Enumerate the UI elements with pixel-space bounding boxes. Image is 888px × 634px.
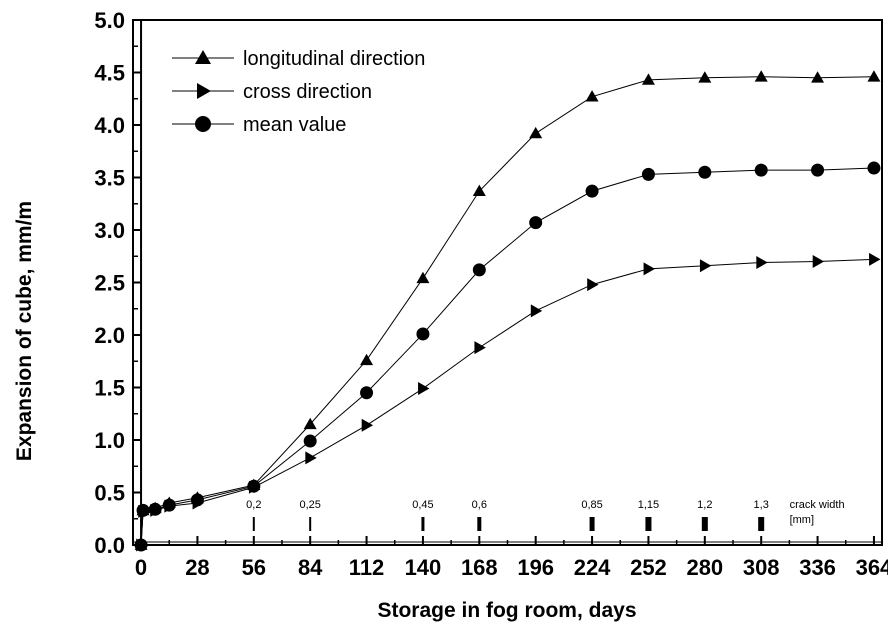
crack-width-mark [421,517,425,531]
x-tick-label: 56 [242,555,266,580]
y-tick-label: 4.5 [94,61,125,86]
crack-width-label: 1,3 [754,499,769,511]
longitudinal-point [303,417,317,430]
longitudinal-point [754,70,768,82]
mean-value-point [867,161,881,175]
crack-width-label: 0,45 [412,499,433,511]
cross-point [756,256,768,270]
crack-width-mark [589,517,595,531]
x-tick-label: 140 [405,555,442,580]
longitudinal-point [867,70,881,82]
longitudinal-point [698,71,712,83]
cross-point [474,341,486,355]
y-tick-label: 0.5 [94,481,125,506]
mean-value-point [585,184,599,198]
cross-point [587,278,599,292]
cross-point [418,382,430,396]
y-tick-label: 3.0 [94,218,125,243]
crack-width-title: crack width [790,499,845,511]
x-tick-label: 280 [686,555,723,580]
x-tick-label: 364 [856,555,888,580]
mean-value-point [303,434,317,448]
longitudinal-point [641,73,655,85]
cross-point [305,451,317,465]
cross-point [361,418,374,432]
longitudinal-point [195,50,211,64]
crack-width-label: 0,6 [472,499,487,511]
cross-point [643,262,655,276]
mean-value-point [529,216,543,230]
mean-value-point [416,327,430,341]
crack-width-annotations: 0,2 0,25 0,45 0,6 0,85 1,15 1,2 1,3 crack width [… [246,499,845,531]
longitudinal-point [585,90,599,102]
mean-value-point [190,493,204,507]
mean-value-point [162,498,176,512]
series-line [140,76,874,546]
x-tick-label: 308 [743,555,780,580]
x-tick-label: 252 [630,555,667,580]
y-tick-label: 2.5 [94,271,125,296]
mean-value-point [247,479,261,493]
x-axis-ticks: 0 28 56 84 112 140 168 196 224 252 280 308 336 364 [135,536,888,580]
mean-value-point [136,503,150,517]
y-tick-label: 1.0 [94,428,125,453]
x-axis-title: Storage in fog room, days [377,599,636,622]
x-tick-label: 84 [298,555,323,580]
series-circle [134,161,881,552]
crack-width-mark [309,517,312,531]
y-tick-label: 1.5 [94,376,125,401]
legend-label: mean value [243,114,346,136]
legend-label: longitudinal direction [243,48,425,70]
x-tick-label: 28 [185,555,209,580]
crack-width-mark [645,517,652,531]
cross-point [699,259,712,273]
crack-width-label: 0,25 [299,499,320,511]
crack-width-mark [252,517,255,531]
mean-value-point [148,502,162,516]
legend-label: cross direction [243,81,372,103]
y-tick-label: 3.5 [94,166,125,191]
y-axis-title: Expansion of cube, mm/m [13,201,36,461]
cross-point [530,304,543,318]
x-tick-label: 112 [349,555,385,580]
cross-point [197,83,211,99]
x-tick-label: 168 [461,555,498,580]
x-tick-label: 336 [799,555,836,580]
mean-value-point [641,167,655,181]
y-tick-label: 0.0 [94,533,125,558]
mean-value-point [360,386,374,400]
longitudinal-point [811,71,825,83]
mean-value-point [811,163,825,177]
longitudinal-point [529,126,543,139]
crack-width-label: 1,2 [697,499,712,511]
mean-value-point [754,163,768,177]
x-tick-label: 0 [135,555,147,580]
longitudinal-point [416,271,430,284]
crack-width-label: 0,2 [246,499,261,511]
crack-width-unit: [mm] [790,514,814,526]
y-tick-label: 2.0 [94,323,125,348]
cross-point [869,252,881,266]
mean-value-point [134,538,148,552]
x-tick-label: 196 [517,555,554,580]
mean-value-point [472,263,486,277]
series-lines [134,70,881,552]
longitudinal-point [360,353,374,366]
legend: longitudinal direction cross direction mea… [172,48,425,136]
longitudinal-point [472,184,486,197]
y-tick-label: 5.0 [94,8,125,33]
crack-width-mark [758,517,765,531]
crack-width-mark [477,517,482,531]
cross-point [812,255,825,268]
crack-width-mark [701,517,708,531]
x-tick-label: 224 [574,555,611,580]
y-tick-label: 4.0 [94,113,125,138]
crack-width-label: 1,15 [638,499,659,511]
series-triangle-up [134,70,881,550]
crack-width-label: 0,85 [581,499,602,511]
y-axis-ticks: 0.0 0.5 1.0 1.5 2.0 2.5 3.0 3.5 4.0 4.5 5.0 [94,8,142,558]
mean-value-point [195,116,211,132]
mean-value-point [698,165,712,179]
